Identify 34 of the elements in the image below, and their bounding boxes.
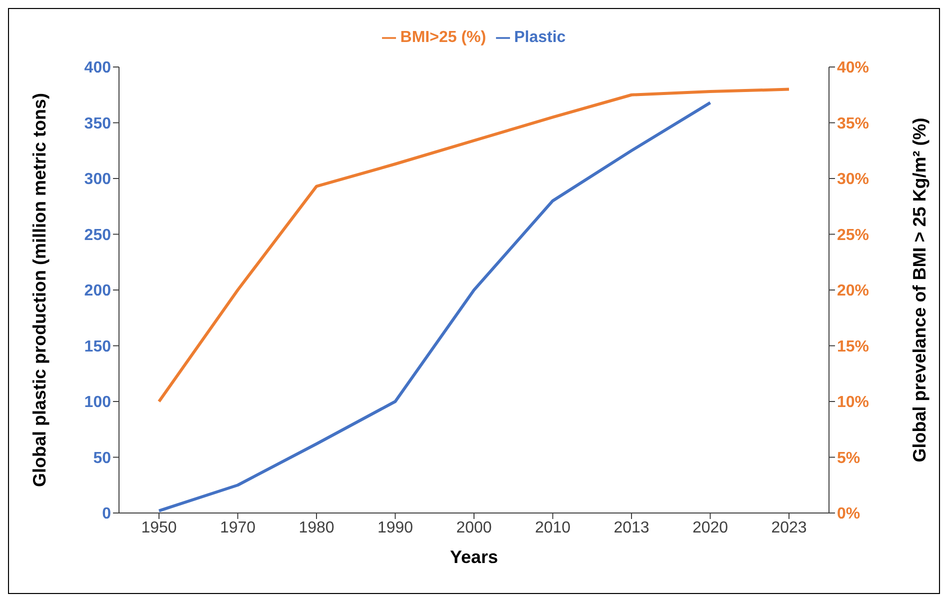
y2-tick-label: 20% bbox=[837, 282, 870, 300]
x-tick-label: 1980 bbox=[298, 519, 334, 536]
x-tick-label: 2023 bbox=[771, 519, 807, 536]
y-tick-label: 250 bbox=[84, 226, 112, 244]
y-tick-label: 400 bbox=[84, 60, 112, 77]
y-tick-label: 50 bbox=[93, 450, 112, 467]
y2-tick-label: 15% bbox=[837, 338, 870, 356]
y-tick-label: 350 bbox=[84, 115, 112, 132]
x-tick-label: 2010 bbox=[534, 519, 571, 536]
x-axis-title: Years bbox=[450, 547, 498, 567]
y2-tick-label: 30% bbox=[837, 171, 870, 188]
y-tick-label: 300 bbox=[84, 171, 112, 188]
y2-tick-label: 10% bbox=[837, 394, 870, 412]
x-tick-label: 1970 bbox=[220, 519, 256, 536]
y2-tick-label: 35% bbox=[837, 115, 870, 132]
y2-tick-label: 40% bbox=[837, 60, 870, 77]
line-series bbox=[158, 88, 790, 403]
legend-label: Plastic bbox=[514, 29, 566, 46]
y-tick-label: 150 bbox=[84, 338, 112, 356]
legend-label: BMI>25 (%) bbox=[400, 29, 486, 46]
x-tick-label: 2020 bbox=[692, 519, 728, 536]
x-tick-label: 2013 bbox=[614, 519, 650, 536]
line-series bbox=[158, 101, 712, 512]
y2-tick-label: 25% bbox=[837, 226, 870, 244]
y2-axis-title: Global prevelance of BMI > 25 Kg/m² (%) bbox=[909, 118, 930, 462]
y-axis-title: Global plastic production (million metric tons) bbox=[29, 92, 50, 488]
x-tick-label: 1990 bbox=[377, 519, 414, 536]
y-tick-label: 200 bbox=[84, 282, 112, 300]
y2-tick-label: 5% bbox=[837, 450, 860, 467]
x-tick-label: 1950 bbox=[141, 519, 177, 536]
y-tick-label: 100 bbox=[84, 394, 112, 412]
x-tick-label: 2000 bbox=[456, 519, 492, 536]
y-tick-label: 0 bbox=[102, 506, 112, 523]
y2-tick-label: 0% bbox=[837, 506, 860, 523]
